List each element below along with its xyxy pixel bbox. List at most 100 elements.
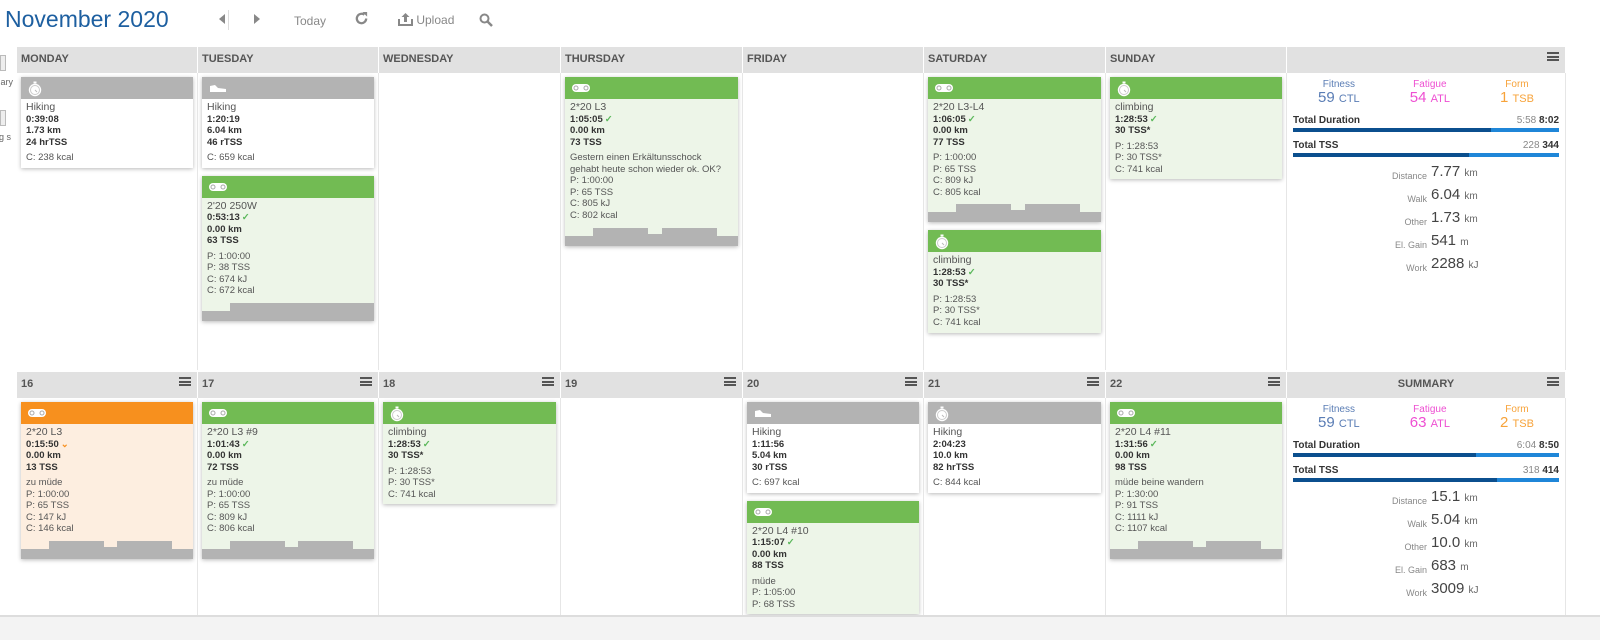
refresh-icon[interactable]	[354, 11, 369, 29]
today-button[interactable]: Today	[294, 14, 327, 28]
workout-card[interactable]: 2*20 L3 #9 1:01:43 ✓ 0.00 km 72 TSS zu müde P:…	[202, 402, 374, 559]
fitness-value: 59 CTL	[1318, 415, 1360, 432]
hamburger-menu-icon[interactable]	[360, 377, 372, 386]
metric-value: 98 TSS	[1115, 461, 1147, 473]
day-label: 16	[21, 378, 34, 390]
workout-detail: P: 1:00:00	[207, 488, 251, 500]
workout-detail: P: 1:05:00	[752, 587, 796, 599]
day-label: 18	[383, 378, 396, 390]
workout-detail: C: 806 kcal	[207, 523, 255, 535]
metric-value: 46 rTSS	[207, 136, 243, 148]
graph-bar	[229, 302, 374, 321]
card-header	[747, 402, 919, 424]
graph-bar	[717, 235, 738, 246]
form-label: Form	[1505, 404, 1529, 415]
hamburger-menu-icon[interactable]	[542, 377, 554, 386]
workout-card[interactable]: climbing 1:28:53 ✓ 30 TSS* P: 1:28:53 P: 30 T…	[1110, 77, 1282, 180]
day-cell: 2*20 L3-L4 1:06:05 ✓ 0.00 km 77 TSS P: 1:00:0…	[924, 73, 1106, 370]
hamburger-menu-icon[interactable]	[905, 377, 917, 386]
workout-library-icon[interactable]	[0, 55, 6, 71]
workout-card[interactable]: climbing 1:28:53 ✓ 30 TSS* P: 1:28:53 P: 30 T…	[383, 402, 556, 505]
metric-value: 13 TSS	[26, 461, 58, 473]
workout-detail: P: 1:30:00	[1115, 488, 1159, 500]
workout-card[interactable]: Hiking 2:04:23 10.0 km 82 hrTSS C: 844 kcal	[928, 402, 1101, 493]
workout-card[interactable]: climbing 1:28:53 ✓ 30 TSS* P: 1:28:53 P: 30 T…	[928, 230, 1101, 333]
stat-number: 541	[1431, 232, 1457, 249]
workout-card[interactable]: 2*20 L4 #11 1:31:56 ✓ 0.00 km 98 TSS müde bei…	[1110, 402, 1282, 559]
day-label: FRIDAY	[747, 53, 787, 65]
card-header	[383, 402, 556, 424]
workout-card[interactable]: 2*20 L3 1:05:05 ✓ 0.00 km 73 TSS Gestern eine…	[565, 77, 738, 246]
toolbar: November 2020 Today Upload	[0, 0, 1600, 44]
summary-header: SUMMARY	[1287, 372, 1566, 398]
stat-value: 5.04 km	[1431, 512, 1501, 532]
search-icon[interactable]	[479, 13, 493, 30]
form-number: 1	[1500, 89, 1509, 106]
day-header: MONDAY	[17, 47, 198, 73]
graph-bar	[284, 546, 299, 559]
form-block: Form 1 TSB	[1500, 79, 1534, 107]
workout-duration: 1:05:05 ✓	[570, 114, 733, 126]
week-header: MONDAY TUESDAY WEDNESDAY THURSDAY FRIDAY SATU…	[17, 47, 1566, 73]
workout-detail: P: 1:00:00	[570, 175, 614, 187]
workout-card[interactable]: 2*20 L3 0:15:50 ⌄ 0.00 km 13 TSS zu müde P: 1:…	[21, 402, 193, 559]
hamburger-menu-icon[interactable]	[1547, 377, 1559, 386]
workout-detail: P: 30 TSS*	[388, 477, 435, 489]
hamburger-menu-icon[interactable]	[1087, 377, 1099, 386]
upload-button[interactable]: Upload	[398, 12, 454, 27]
graph-bar	[202, 310, 230, 321]
bike-icon	[571, 81, 591, 99]
day-cell: Hiking 1:20:19 6.04 km 46 rTSS C: 659 kcal 2'…	[198, 73, 379, 370]
summary-stat: Walk 6.04 km	[1293, 187, 1559, 207]
sidebar-item-workout-library[interactable]: out ary	[0, 77, 13, 87]
graph-bar	[1024, 204, 1081, 223]
workout-title: 2*20 L3-L4	[933, 101, 985, 113]
stat-label: Distance	[1391, 171, 1427, 181]
hamburger-menu-icon[interactable]	[179, 377, 191, 386]
next-arrow-icon[interactable]	[253, 13, 261, 28]
workout-detail: P: 68 TSS	[752, 598, 796, 610]
scrollbar[interactable]	[1566, 47, 1600, 615]
planned-value: 8:02	[1538, 115, 1559, 126]
workout-title: 2*20 L3	[570, 101, 607, 113]
metric-value: 30 rTSS	[752, 461, 788, 473]
metric-value: 1:28:53	[1115, 113, 1148, 125]
metric-value: 0.00 km	[207, 223, 242, 235]
stopwatch-icon	[389, 406, 405, 427]
workout-detail: C: 674 kJ	[207, 273, 248, 285]
workout-card[interactable]: 2*20 L3-L4 1:06:05 ✓ 0.00 km 77 TSS P: 1:00:0…	[928, 77, 1101, 223]
training-plans-icon[interactable]	[0, 110, 6, 126]
day-label: THURSDAY	[565, 53, 626, 65]
hamburger-menu-icon[interactable]	[1268, 377, 1280, 386]
graph-bar	[298, 540, 354, 559]
workout-card[interactable]: Hiking 1:11:56 5.04 km 30 rTSS C: 697 kcal	[747, 402, 919, 493]
planned-value: 8:50	[1538, 440, 1559, 451]
workout-card[interactable]: Hiking 1:20:19 6.04 km 46 rTSS C: 659 kcal	[202, 77, 374, 168]
stat-value: 3009 kJ	[1431, 581, 1501, 601]
workout-card[interactable]: 2'20 250W 0:53:13 ✓ 0.00 km 63 TSS P: 1:00:00…	[202, 175, 374, 321]
stat-number: 7.77	[1431, 163, 1461, 180]
workout-metric: 0.00 km	[207, 450, 369, 462]
fatigue-number: 63	[1409, 414, 1427, 431]
workout-graph	[928, 204, 1101, 223]
day-cell: climbing 1:28:53 ✓ 30 TSS* P: 1:28:53 P: 30 T…	[1106, 73, 1287, 370]
sidebar-item-training-plans[interactable]: ng s	[0, 132, 11, 142]
workout-metric: 72 TSS	[207, 462, 369, 474]
workout-detail: P: 1:28:53	[1115, 140, 1159, 152]
bike-icon	[27, 406, 47, 424]
metric-value: 1:31:56	[1115, 438, 1148, 450]
metric-value: 0.00 km	[752, 548, 787, 560]
total-tss: Total TSS 318 414	[1293, 465, 1559, 476]
card-body: 2*20 L4 #10 1:15:07 ✓ 0.00 km 88 TSS müde P: 1…	[747, 523, 919, 615]
month-label: November	[5, 6, 112, 32]
hamburger-menu-icon[interactable]	[1547, 52, 1559, 61]
day-label: MONDAY	[21, 53, 69, 65]
workout-card[interactable]: 2*20 L4 #10 1:15:07 ✓ 0.00 km 88 TSS müde P: 1…	[747, 500, 919, 615]
prev-arrow-icon[interactable]	[218, 13, 226, 28]
completed-value: 6:04	[1516, 440, 1537, 451]
workout-card[interactable]: Hiking 0:39:08 1.73 km 24 hrTSS C: 238 kcal	[21, 77, 193, 168]
metric-value: 1.73 km	[26, 125, 61, 136]
shoe-icon	[753, 406, 773, 424]
workout-detail: P: 1:28:53	[933, 293, 977, 305]
hamburger-menu-icon[interactable]	[724, 377, 736, 386]
